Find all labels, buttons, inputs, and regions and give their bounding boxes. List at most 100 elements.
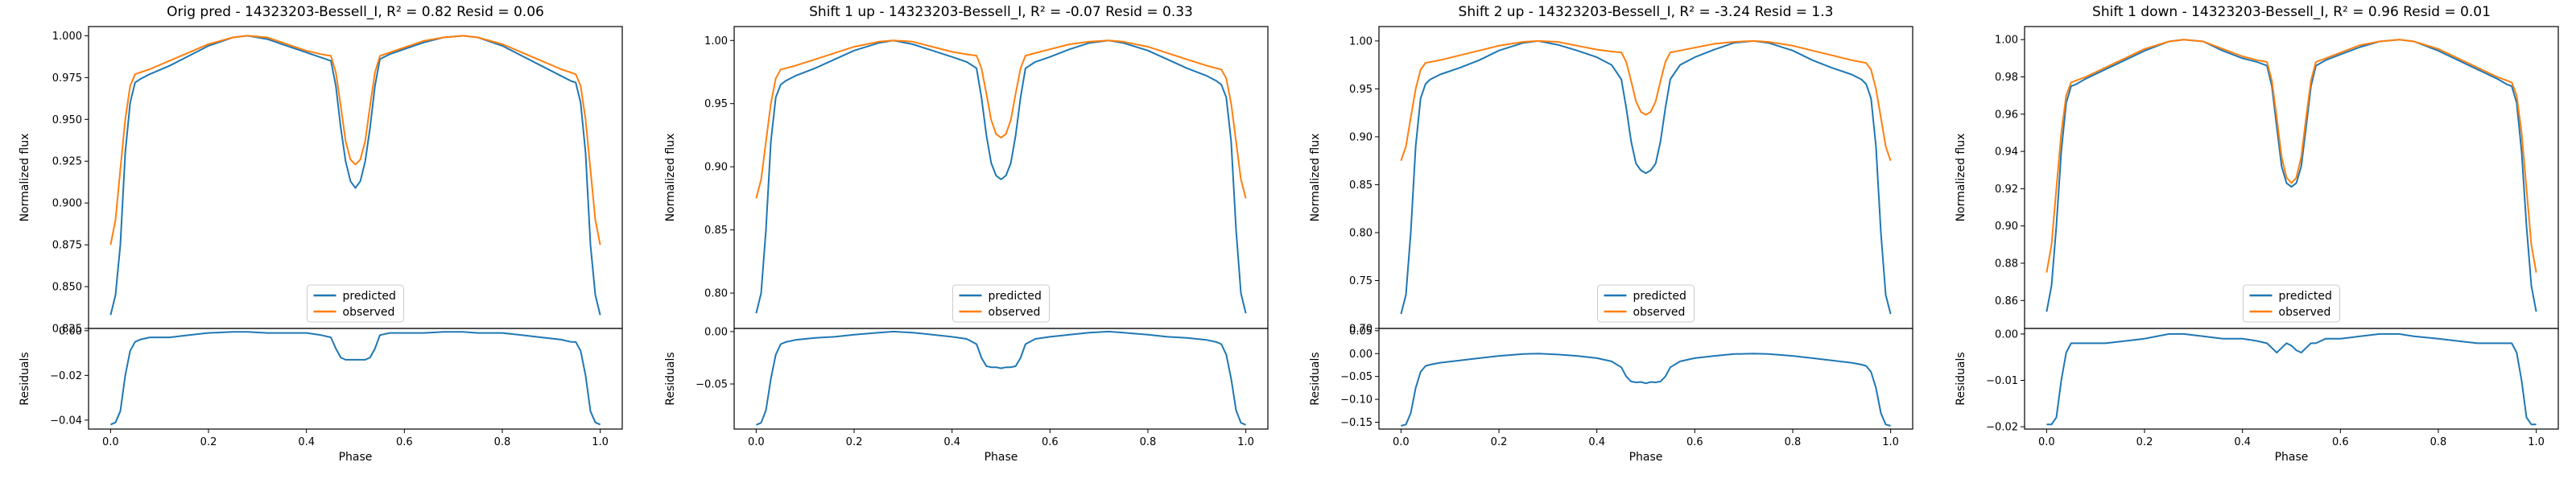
legend-box bbox=[307, 284, 404, 323]
x-tick-label: 0.8 bbox=[2430, 436, 2447, 448]
chart-title: Orig pred - 14323203-Bessell_I, R² = 0.8… bbox=[167, 4, 544, 20]
residual-axis-label: Residuals bbox=[19, 352, 31, 405]
resid-y-tick-label: −0.05 bbox=[696, 379, 728, 391]
y-tick-label: 0.70 bbox=[1349, 324, 1373, 336]
resid-y-tick-label: 0.00 bbox=[1349, 349, 1373, 361]
y-tick-label: 0.94 bbox=[1995, 147, 2018, 159]
chart-title: Shift 1 up - 14323203-Bessell_I, R² = -0… bbox=[809, 4, 1193, 20]
residual-axes-frame bbox=[88, 328, 623, 430]
series-line-observed bbox=[755, 39, 1247, 199]
legend-label-observed: observed bbox=[989, 306, 1041, 319]
series-line-observed bbox=[109, 35, 601, 246]
legend-box bbox=[1597, 284, 1695, 323]
x-tick-label: 0.8 bbox=[1140, 436, 1157, 448]
x-tick-label: 0.0 bbox=[748, 436, 765, 448]
main-axes-frame bbox=[1378, 26, 1913, 329]
y-tick-label: 0.85 bbox=[704, 225, 728, 237]
legend-label-predicted: predicted bbox=[989, 290, 1042, 303]
x-tick-label: 0.0 bbox=[102, 436, 119, 448]
legend: predicted observed bbox=[2243, 284, 2340, 323]
y-tick-label: 0.950 bbox=[52, 114, 82, 126]
x-tick-label: 0.4 bbox=[2234, 436, 2251, 448]
series-line-predicted bbox=[755, 39, 1247, 314]
y-axis-label: Normalized flux bbox=[664, 134, 677, 222]
x-tick-label: 0.4 bbox=[1588, 436, 1605, 448]
x-tick-label: 0.4 bbox=[943, 436, 960, 448]
legend-label-observed: observed bbox=[2279, 306, 2331, 319]
x-axis-label: Phase bbox=[985, 451, 1018, 464]
x-tick-label: 0.8 bbox=[494, 436, 511, 448]
series-line-predicted bbox=[2046, 39, 2537, 312]
resid-y-tick-label: −0.02 bbox=[1986, 422, 2018, 434]
main-axes-frame bbox=[733, 26, 1269, 329]
legend-label-observed: observed bbox=[1633, 306, 1686, 319]
legend-label-observed: observed bbox=[343, 306, 395, 319]
x-tick-label: 0.6 bbox=[1042, 436, 1059, 448]
y-tick-label: 0.75 bbox=[1349, 275, 1373, 287]
resid-y-tick-label: −0.04 bbox=[50, 415, 82, 427]
y-tick-label: 0.96 bbox=[1995, 109, 2018, 121]
residual-line bbox=[109, 331, 601, 426]
main-axes-frame bbox=[88, 26, 623, 329]
chart-title: Shift 2 up - 14323203-Bessell_I, R² = -3… bbox=[1459, 4, 1834, 20]
main-axes-frame bbox=[2024, 26, 2559, 329]
y-tick-label: 0.80 bbox=[704, 288, 728, 300]
y-tick-label: 0.95 bbox=[704, 98, 728, 110]
resid-y-tick-label: 0.00 bbox=[59, 325, 82, 337]
residual-line bbox=[756, 330, 1246, 426]
residual-axis-label: Residuals bbox=[664, 352, 677, 405]
y-tick-label: 0.86 bbox=[1995, 295, 2018, 308]
resid-y-tick-label: 0.05 bbox=[1349, 325, 1373, 337]
legend-box bbox=[2243, 284, 2340, 323]
x-tick-label: 1.0 bbox=[1237, 436, 1254, 448]
x-tick-label: 0.0 bbox=[2038, 436, 2055, 448]
residual-axes-frame bbox=[2024, 328, 2559, 430]
y-tick-label: 0.90 bbox=[1349, 131, 1373, 143]
x-tick-label: 0.8 bbox=[1785, 436, 1802, 448]
series-line-observed bbox=[2046, 39, 2537, 273]
x-tick-label: 0.6 bbox=[2332, 436, 2349, 448]
y-axis-label: Normalized flux bbox=[19, 134, 31, 222]
legend-box bbox=[952, 284, 1050, 323]
y-tick-label: 0.825 bbox=[52, 324, 82, 336]
x-tick-label: 0.2 bbox=[1491, 436, 1508, 448]
y-tick-label: 0.850 bbox=[52, 282, 82, 294]
residual-line bbox=[2046, 332, 2537, 426]
chart-panel-4: Shift 1 down - 14323203-Bessell_I, R² = … bbox=[1955, 4, 2559, 464]
resid-y-tick-label: −0.05 bbox=[1340, 371, 1373, 383]
y-tick-label: 0.975 bbox=[52, 72, 82, 85]
y-tick-label: 0.875 bbox=[52, 240, 82, 252]
legend: predicted observed bbox=[1597, 284, 1695, 323]
y-tick-label: 0.925 bbox=[52, 156, 82, 168]
x-tick-label: 0.6 bbox=[396, 436, 413, 448]
legend-label-predicted: predicted bbox=[2279, 290, 2332, 303]
legend-label-predicted: predicted bbox=[1633, 290, 1686, 303]
resid-y-tick-label: 0.00 bbox=[704, 326, 728, 338]
residual-line bbox=[1401, 353, 1891, 427]
x-axis-label: Phase bbox=[339, 451, 373, 464]
x-tick-label: 1.0 bbox=[2528, 436, 2545, 448]
residual-axis-label: Residuals bbox=[1955, 352, 1967, 405]
y-tick-label: 0.92 bbox=[1995, 184, 2018, 196]
resid-y-tick-label: −0.15 bbox=[1340, 417, 1373, 429]
y-axis-label: Normalized flux bbox=[1309, 134, 1322, 222]
y-tick-label: 0.88 bbox=[1995, 258, 2018, 270]
x-tick-label: 0.2 bbox=[846, 436, 863, 448]
x-tick-label: 0.4 bbox=[298, 436, 315, 448]
y-tick-label: 0.98 bbox=[1995, 72, 2018, 84]
y-tick-label: 0.85 bbox=[1349, 180, 1373, 192]
resid-y-tick-label: −0.02 bbox=[50, 370, 82, 382]
series-line-predicted bbox=[1400, 39, 1892, 315]
series-line-predicted bbox=[109, 35, 601, 316]
x-tick-label: 0.0 bbox=[1393, 436, 1410, 448]
x-tick-label: 1.0 bbox=[1882, 436, 1899, 448]
legend-label-predicted: predicted bbox=[343, 290, 396, 303]
y-tick-label: 0.95 bbox=[1349, 84, 1373, 96]
y-tick-label: 1.00 bbox=[704, 35, 728, 47]
x-tick-label: 1.0 bbox=[592, 436, 609, 448]
residual-axes-frame bbox=[1378, 328, 1913, 430]
x-axis-label: Phase bbox=[1629, 451, 1663, 464]
y-tick-label: 0.90 bbox=[704, 162, 728, 174]
y-tick-label: 0.900 bbox=[52, 198, 82, 210]
